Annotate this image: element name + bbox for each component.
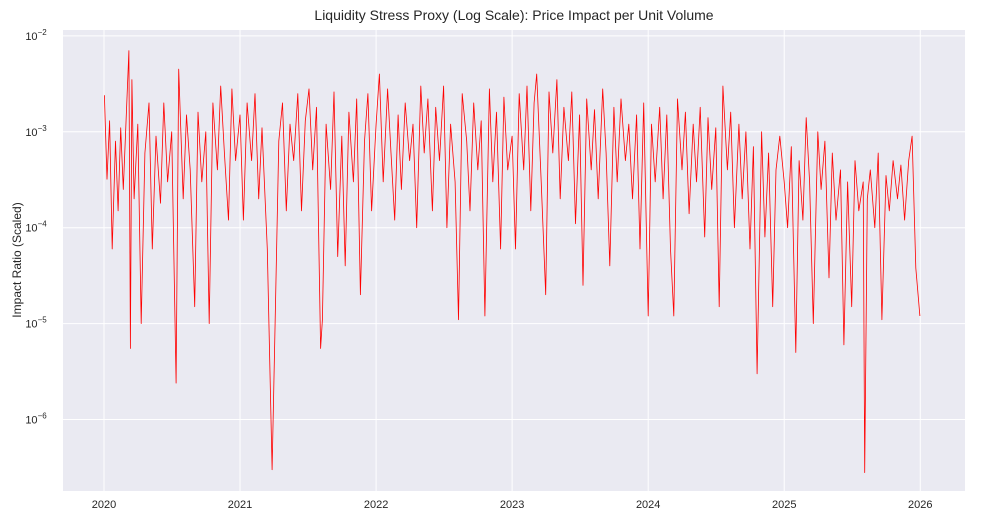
y-tick-label: 10−6 [25, 412, 47, 427]
series [104, 50, 921, 473]
y-tick-base: 10 [25, 31, 37, 43]
y-tick-label: 10−5 [25, 316, 47, 331]
y-tick-base: 10 [25, 319, 37, 331]
tick-labels: 2020 2021 2022 2023 2024 2025 202610−210−310−4… [25, 28, 932, 511]
y-tick-base: 10 [25, 127, 37, 139]
y-tick-exponent: −6 [38, 412, 48, 421]
y-tick-base: 10 [25, 415, 37, 427]
grid [63, 30, 965, 491]
x-tick-label: 2025 [772, 499, 796, 511]
y-tick-label: 10−4 [25, 220, 47, 235]
y-tick-exponent: −4 [38, 220, 48, 229]
x-tick-label: 2026 [908, 499, 932, 511]
series-line [104, 50, 921, 473]
y-tick-base: 10 [25, 223, 37, 235]
y-tick-exponent: −3 [38, 124, 48, 133]
x-tick-label: 2020 [92, 499, 116, 511]
y-axis-label: Impact Ratio (Scaled) [10, 202, 24, 317]
x-tick-label: 2024 [636, 499, 660, 511]
y-tick-exponent: −2 [38, 28, 48, 37]
y-tick-label: 10−2 [25, 28, 47, 43]
chart-title: Liquidity Stress Proxy (Log Scale): Pric… [314, 7, 713, 23]
x-tick-label: 2022 [364, 499, 388, 511]
x-tick-label: 2023 [500, 499, 524, 511]
y-tick-exponent: −5 [38, 316, 48, 325]
x-tick-label: 2021 [228, 499, 252, 511]
y-tick-label: 10−3 [25, 124, 47, 139]
